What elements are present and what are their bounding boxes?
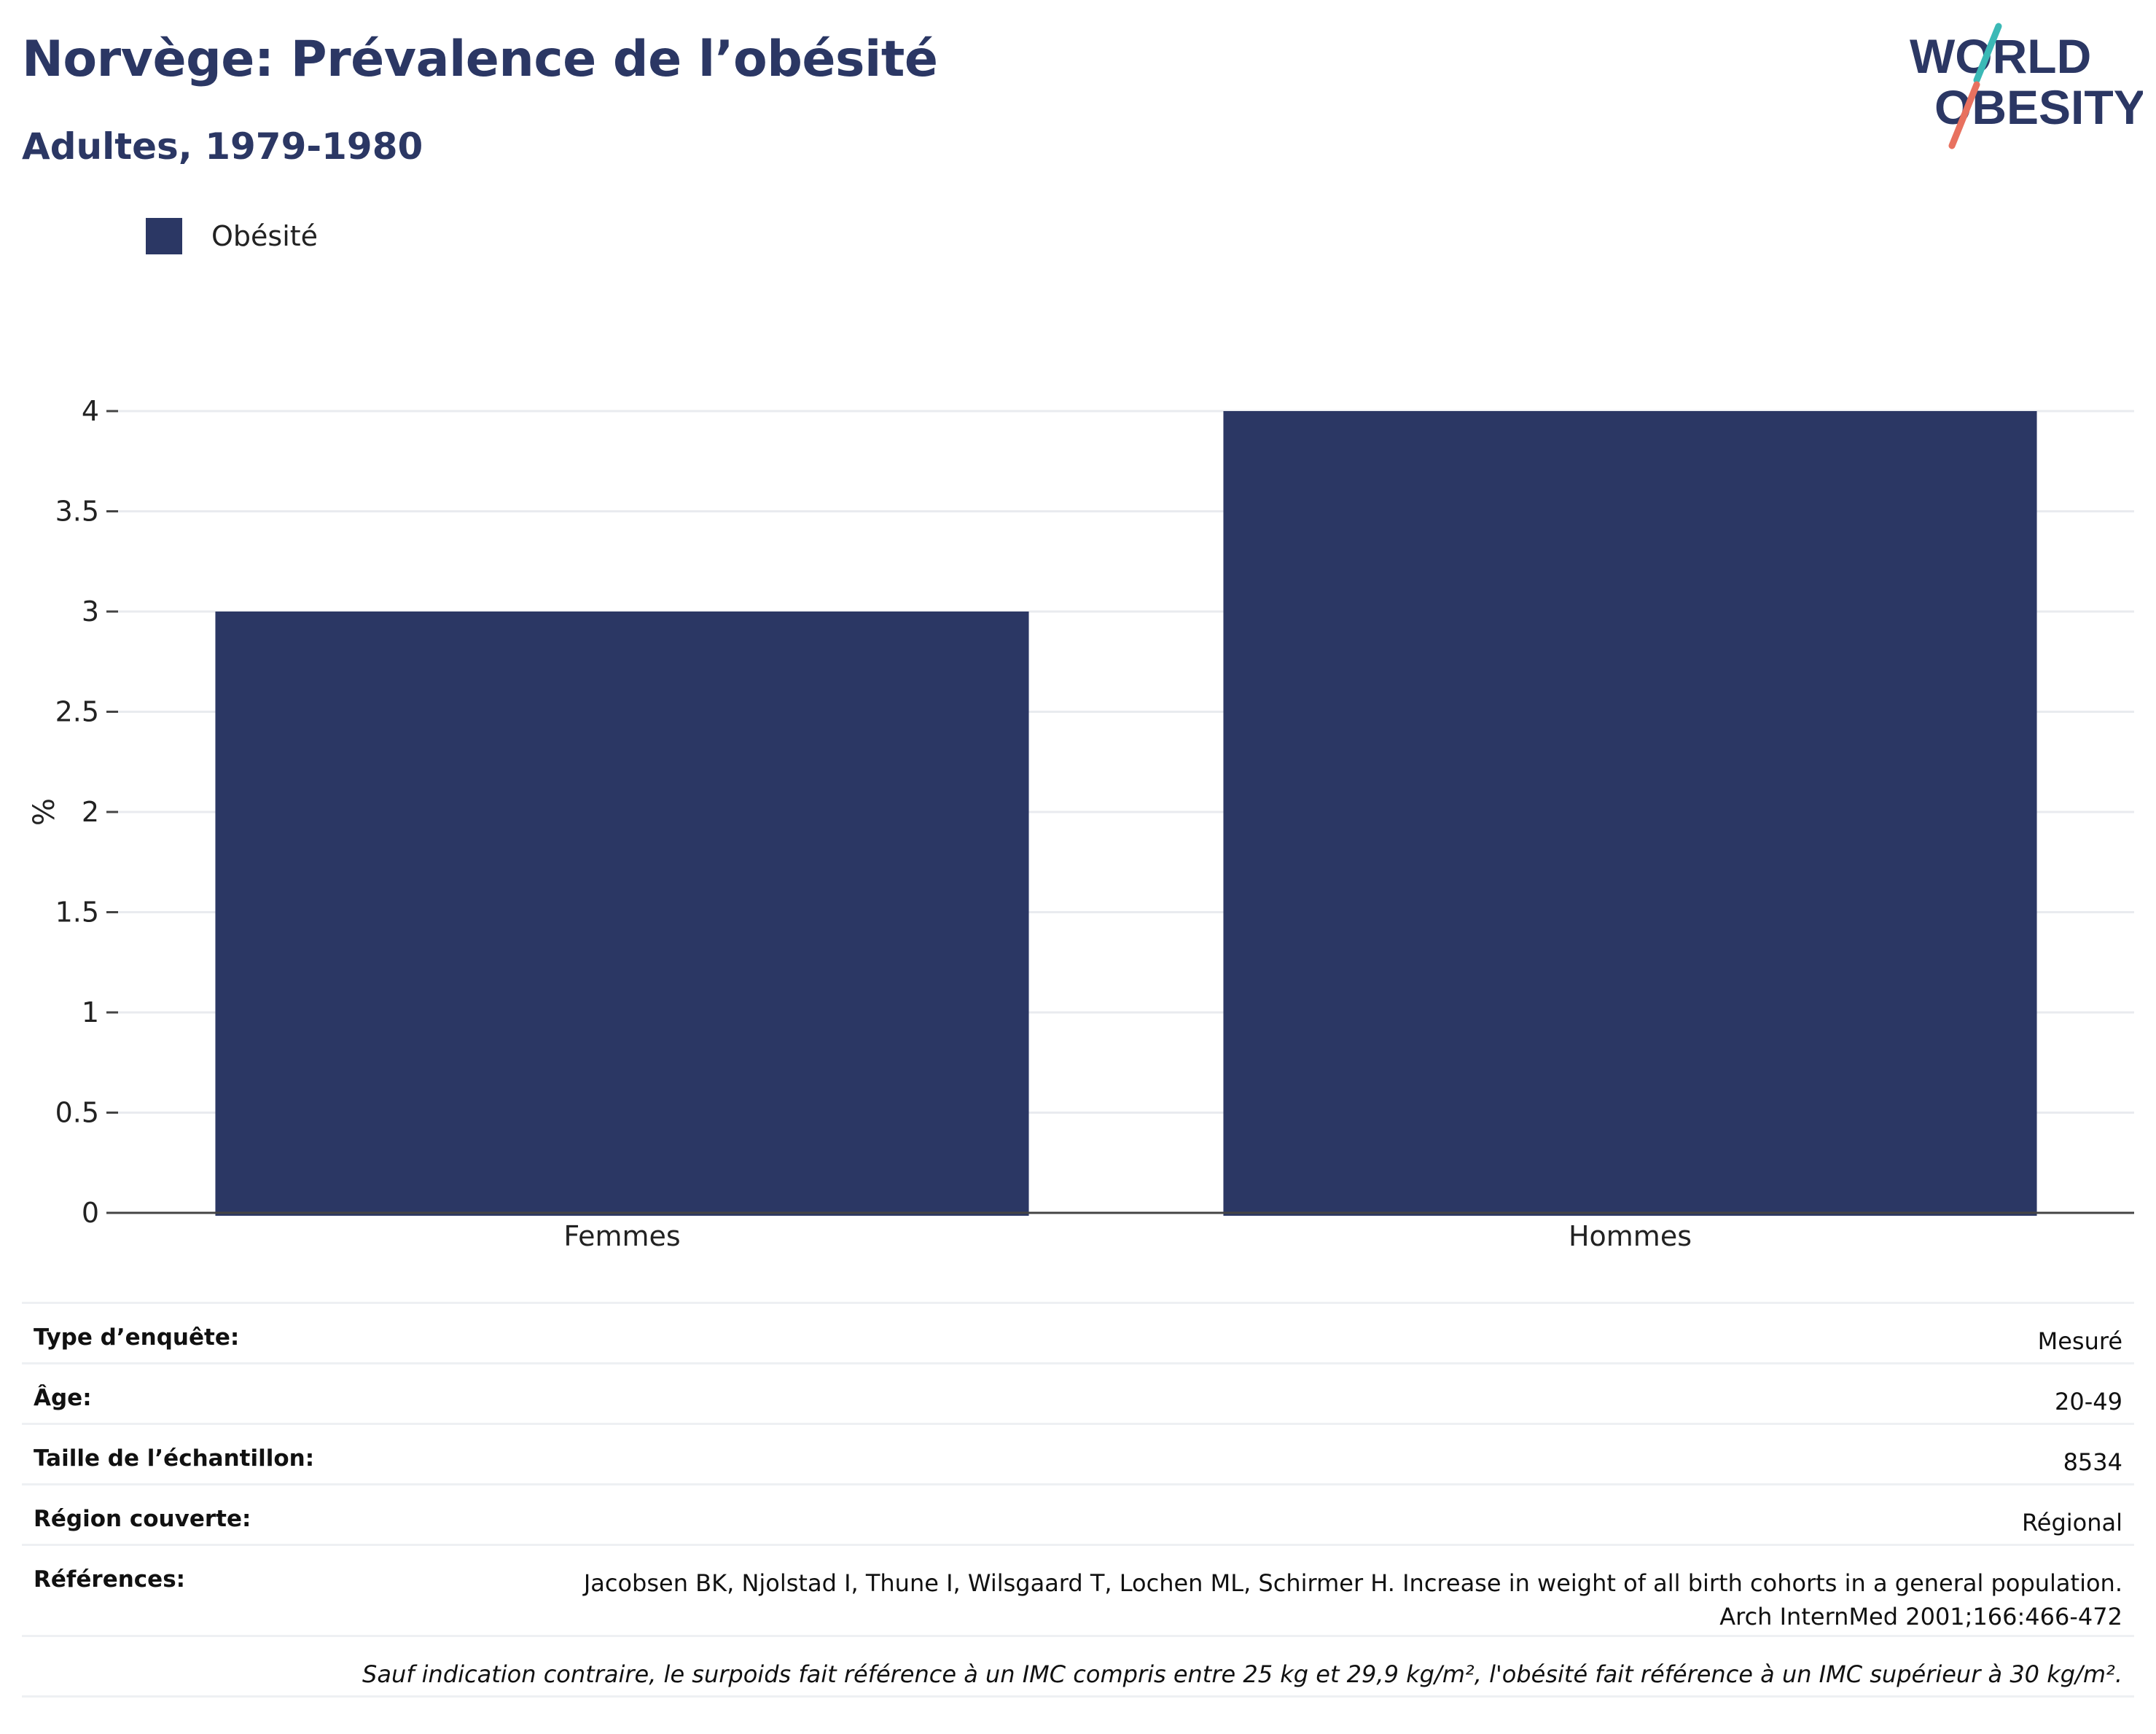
bar <box>215 612 1029 1216</box>
y-axis-label: % <box>28 798 61 826</box>
y-tick-label: 1 <box>82 996 99 1028</box>
row-label: Références: <box>34 1566 186 1593</box>
x-tick-label: Femmes <box>563 1220 680 1252</box>
bar-chart: 0 0.5 1 1.5 2 2.5 3 3.5 4 Femmes Hommes% <box>28 395 2134 1252</box>
y-tick-label: 3 <box>82 595 99 628</box>
row-value: Mesuré <box>2037 1327 2122 1355</box>
row-value: 20-49 <box>2055 1388 2122 1415</box>
table-row: Taille de l’échantillon: 8534 <box>22 1423 2134 1483</box>
y-tick-label: 1.5 <box>55 897 99 929</box>
logo-word-1: WORLD <box>1910 29 2091 83</box>
reference-line-1: Jacobsen BK, Njolstad I, Thune I, Wilsga… <box>583 1569 2122 1597</box>
row-label: Âge: <box>34 1385 92 1411</box>
y-tick-label: 3.5 <box>55 496 99 528</box>
legend-label-obesity: Obésité <box>211 220 319 252</box>
y-tick-label: 2 <box>82 796 99 828</box>
table-row: Type d’enquête: Mesuré <box>22 1302 2134 1362</box>
row-label: Région couverte: <box>34 1506 251 1532</box>
chart-subtitle: Adultes, 1979-1980 <box>22 125 423 168</box>
definition-note: Sauf indication contraire, le surpoids f… <box>362 1660 2122 1688</box>
row-label: Type d’enquête: <box>34 1324 240 1351</box>
y-tick-label: 2.5 <box>55 696 99 728</box>
legend-swatch-obesity <box>146 218 182 254</box>
table-row: Région couverte: Régional <box>22 1483 2134 1544</box>
table-row: Âge: 20-49 <box>22 1362 2134 1423</box>
row-value-references: Jacobsen BK, Njolstad I, Thune I, Wilsga… <box>584 1566 2122 1633</box>
logo-slash-teal <box>1973 23 2002 84</box>
row-label: Taille de l’échantillon: <box>34 1445 315 1472</box>
y-tick-label: 4 <box>82 395 99 427</box>
legend: Obésité <box>146 217 318 255</box>
bar <box>1223 411 2037 1216</box>
metadata-table: Type d’enquête: Mesuré Âge: 20-49 Taille… <box>22 1302 2134 1698</box>
y-tick-label: 0 <box>82 1197 99 1229</box>
row-value: 8534 <box>2063 1448 2122 1476</box>
row-value: Régional <box>2021 1509 2122 1536</box>
y-tick-label: 0.5 <box>55 1097 99 1129</box>
table-row: Références: Jacobsen BK, Njolstad I, Thu… <box>22 1544 2134 1635</box>
world-obesity-logo: WORLD OBESITY <box>1910 23 2143 149</box>
x-tick-label: Hommes <box>1569 1220 1692 1252</box>
reference-line-2: Arch InternMed 2001;166:466-472 <box>1719 1603 2122 1630</box>
table-row-note: Sauf indication contraire, le surpoids f… <box>22 1635 2134 1698</box>
chart-title: Norvège: Prévalence de l’obésité <box>22 31 938 88</box>
logo-slash-coral <box>1948 81 1980 149</box>
